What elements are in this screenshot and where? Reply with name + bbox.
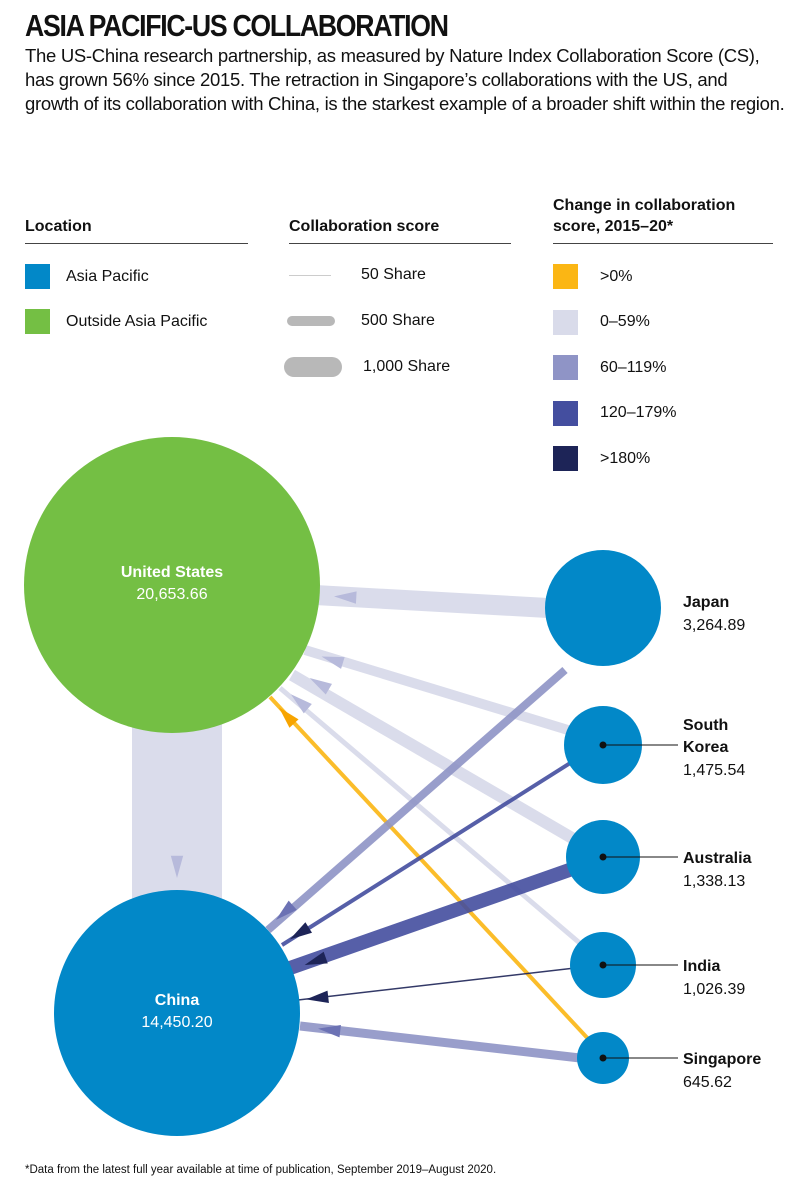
node-label: South	[683, 717, 728, 734]
legend-score-1000: 1,000 Share	[284, 357, 450, 377]
link-singapore-us	[268, 695, 594, 1045]
label: 1,000 Share	[363, 358, 451, 375]
label: Asia Pacific	[66, 267, 149, 285]
label: 50 Share	[361, 266, 426, 283]
node-value: 1,026.39	[683, 981, 745, 998]
label: 0–59%	[600, 313, 650, 330]
arrow-icon	[309, 677, 332, 695]
swatch	[553, 264, 578, 289]
swatch	[553, 309, 578, 335]
node-value: 645.62	[683, 1074, 732, 1091]
node-label: Australia	[683, 850, 752, 867]
node-value: 14,450.20	[141, 1014, 212, 1031]
leader-dot	[599, 961, 607, 969]
node-value: 20,653.66	[136, 586, 207, 603]
arrow-icon	[290, 694, 312, 714]
line-sample	[289, 274, 331, 276]
node-label: United States	[121, 564, 223, 581]
arrow-icon	[306, 990, 329, 1003]
arrow-icon	[321, 656, 345, 669]
node-us	[24, 437, 320, 733]
legend-item-asia-pacific: Asia Pacific	[25, 264, 149, 289]
arrow-icon	[275, 900, 297, 920]
link-singapore-china	[299, 1021, 581, 1063]
link-india-us	[278, 686, 584, 947]
swatch	[553, 355, 578, 380]
legend-change-item: 120–179%	[553, 400, 677, 426]
label: 500 Share	[361, 312, 435, 329]
node-value: 3,264.89	[683, 617, 745, 634]
legend-change-heading: Change in collaboration score, 2015–20*	[553, 195, 773, 244]
legend-location-heading: Location	[25, 216, 248, 244]
node-china	[54, 890, 300, 1136]
legend-change-item: >180%	[553, 446, 650, 471]
legend-score-500: 500 Share	[287, 312, 435, 330]
arrow-icon	[289, 922, 312, 940]
legend-item-outside: Outside Asia Pacific	[25, 309, 207, 334]
legend-change-item: 60–119%	[553, 355, 666, 380]
swatch	[553, 400, 578, 426]
legend-score-50: 50 Share	[289, 266, 426, 284]
label: >0%	[600, 267, 633, 285]
leader-dot	[599, 853, 607, 861]
line-sample	[287, 316, 335, 326]
node-value: 1,338.13	[683, 873, 745, 890]
link-japan-china	[265, 666, 568, 934]
arrow-icon	[170, 855, 184, 878]
legend-change-item: >0%	[553, 264, 632, 289]
page-title: ASIA PACIFIC-US COLLABORATION	[25, 8, 449, 43]
link-korea-us	[303, 645, 570, 735]
swatch	[553, 446, 578, 471]
link-australia-us	[288, 669, 576, 844]
node-label: Singapore	[683, 1051, 761, 1068]
node-label: Japan	[683, 594, 729, 611]
swatch	[25, 309, 50, 334]
link-india-china	[297, 967, 576, 1001]
label: Outside Asia Pacific	[66, 312, 208, 330]
link-australia-china	[287, 861, 578, 975]
node-label: China	[155, 992, 200, 1009]
legend-change-item: 0–59%	[553, 309, 650, 335]
arrow-icon	[304, 951, 328, 965]
arrow-icon	[278, 707, 299, 728]
label: 120–179%	[600, 404, 677, 421]
leader-dot	[599, 741, 607, 749]
node-label: Korea	[683, 739, 728, 756]
footnote: *Data from the latest full year availabl…	[25, 1164, 497, 1176]
node-japan	[545, 550, 661, 666]
arrow-icon	[318, 1025, 341, 1038]
line-sample	[284, 357, 342, 377]
leader-dot	[599, 1054, 607, 1062]
swatch	[25, 264, 50, 289]
label: >180%	[600, 449, 651, 467]
node-value: 1,475.54	[683, 762, 745, 779]
link-korea-china	[280, 758, 577, 947]
node-label: India	[683, 958, 720, 975]
subtitle: The US-China research partnership, as me…	[25, 45, 785, 114]
label: 60–119%	[600, 358, 667, 376]
legend-score-heading: Collaboration score	[289, 216, 511, 244]
arrow-icon	[334, 591, 357, 604]
